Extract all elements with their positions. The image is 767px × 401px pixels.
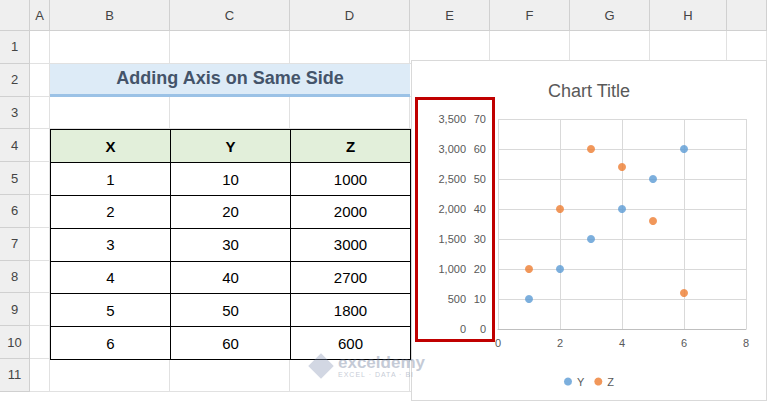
html-text:11: 11 (7, 367, 22, 383)
svg-text:1,000: 1,000 (438, 263, 466, 275)
svg-text:Y: Y (577, 376, 585, 388)
html-text:8: 8 (10, 269, 19, 284)
svg-text:Chart Title: Chart Title (548, 81, 630, 101)
html-text:3: 3 (106, 236, 115, 254)
html-text:60: 60 (222, 334, 239, 352)
html-text:50: 50 (222, 301, 239, 319)
svg-text:500: 500 (448, 293, 466, 305)
html-text:7: 7 (10, 236, 19, 252)
svg-text:1,500: 1,500 (438, 233, 466, 245)
html-text:10: 10 (222, 170, 239, 188)
svg-text:70: 70 (474, 113, 486, 125)
html-text:1: 1 (10, 39, 19, 55)
svg-text:2,500: 2,500 (438, 173, 466, 185)
html-text:exceldemy: exceldemy (338, 353, 425, 372)
svg-text:2,000: 2,000 (438, 203, 466, 215)
svg-text:60: 60 (474, 143, 486, 155)
html-text:Adding Axis on Same Side: Adding Axis on Same Side (116, 68, 344, 89)
html-text:9: 9 (10, 301, 19, 317)
html-text:1000: 1000 (333, 170, 368, 188)
html-text:B: B (105, 7, 114, 23)
html-text:3: 3 (10, 105, 19, 120)
svg-text:3,500: 3,500 (438, 113, 466, 125)
html-text:Y: Y (225, 137, 236, 155)
html-text:6: 6 (10, 203, 19, 219)
html-text:30: 30 (222, 236, 239, 254)
svg-text:3,000: 3,000 (438, 143, 466, 155)
html-text:600: 600 (338, 334, 363, 352)
html-text:H: H (683, 7, 693, 23)
svg-text:0: 0 (480, 323, 486, 335)
html-text:D: D (344, 7, 355, 23)
html-text:1800: 1800 (333, 301, 368, 319)
html-text:20: 20 (222, 203, 239, 221)
svg-text:6: 6 (681, 337, 687, 349)
html-text:E: E (445, 7, 454, 23)
html-text:5: 5 (106, 301, 115, 319)
html-text:4: 4 (106, 269, 115, 286)
html-text:1: 1 (106, 170, 115, 188)
html-text:3000: 3000 (333, 236, 368, 254)
svg-text:2: 2 (557, 337, 563, 349)
svg-text:0: 0 (460, 323, 466, 335)
html-text:A: A (35, 7, 44, 23)
html-text:5: 5 (10, 170, 19, 186)
svg-text:8: 8 (743, 337, 749, 349)
html-text:2000: 2000 (333, 203, 368, 221)
html-text:C: C (224, 7, 235, 23)
svg-text:40: 40 (474, 203, 486, 215)
html-text:EXCEL · DATA · BI: EXCEL · DATA · BI (338, 371, 414, 378)
svg-text:50: 50 (474, 173, 486, 185)
html-text:4: 4 (10, 137, 19, 153)
svg-text:0: 0 (495, 337, 501, 349)
svg-text:Z: Z (607, 376, 614, 388)
svg-text:4: 4 (619, 337, 625, 349)
svg-text:10: 10 (474, 293, 486, 305)
html-text:2: 2 (106, 203, 115, 221)
html-text:Z: Z (345, 137, 356, 155)
html-text:F: F (525, 7, 534, 23)
html-text:2700: 2700 (333, 269, 368, 286)
html-text:X: X (105, 137, 116, 155)
html-text:G: G (604, 7, 615, 23)
html-text:2: 2 (10, 72, 19, 88)
html-text:40: 40 (222, 269, 239, 286)
html-text:10: 10 (7, 334, 22, 350)
svg-text:20: 20 (474, 263, 486, 275)
svg-text:30: 30 (474, 233, 486, 245)
html-text:6: 6 (106, 334, 115, 352)
